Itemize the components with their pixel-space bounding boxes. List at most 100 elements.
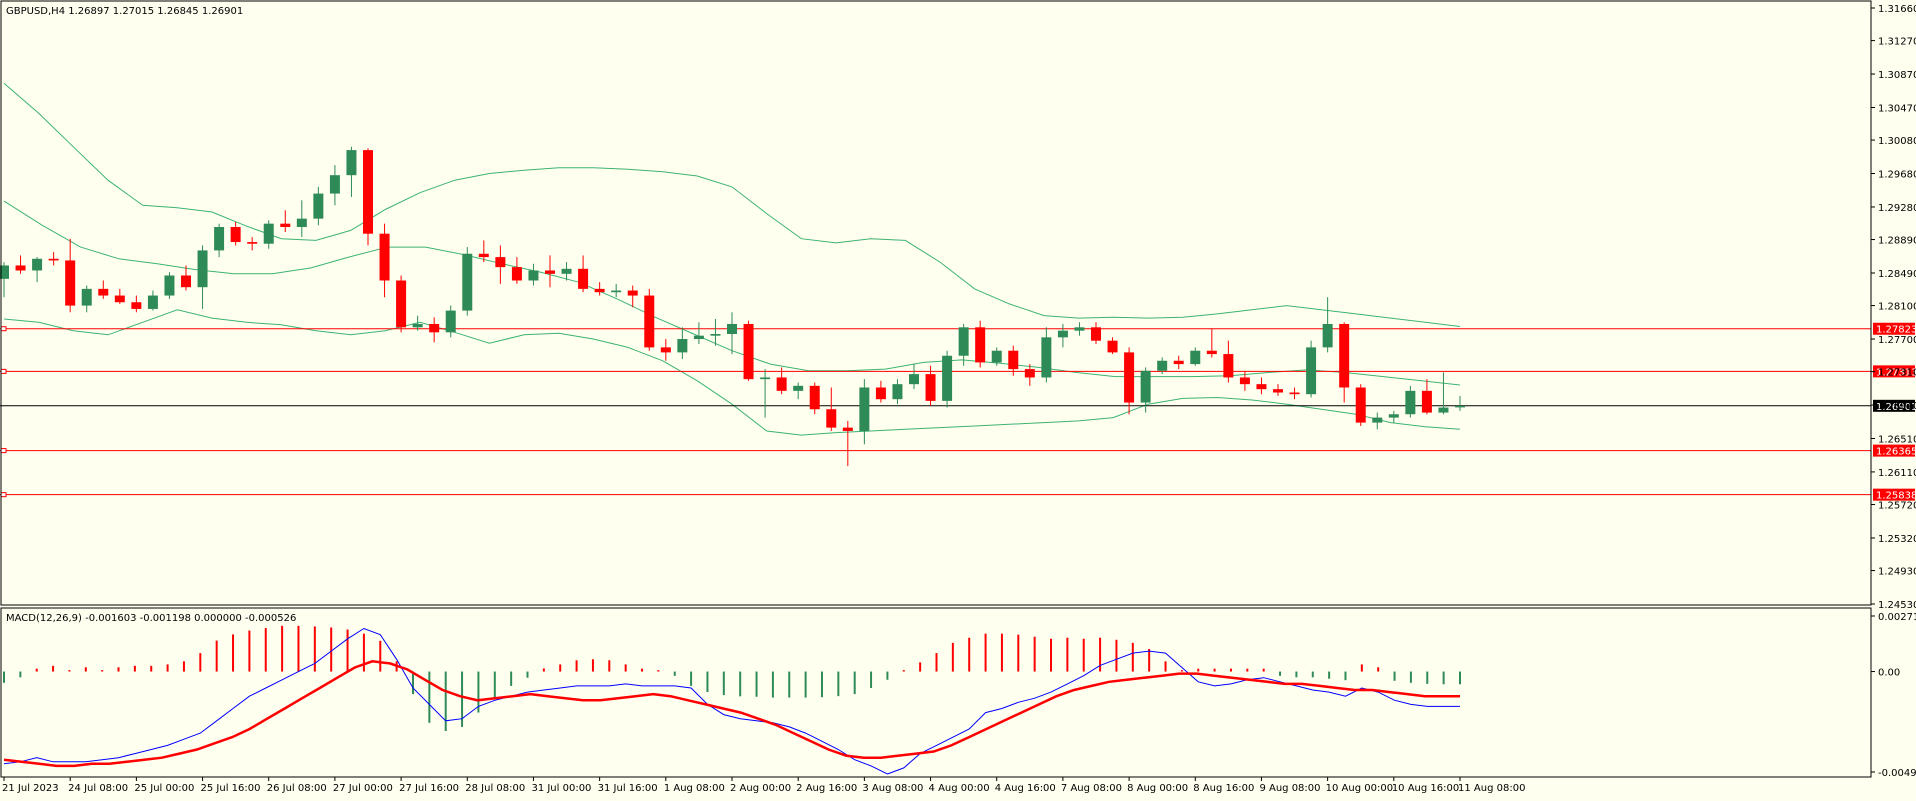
candle[interactable] [793, 382, 804, 400]
candle[interactable] [445, 305, 456, 338]
candle[interactable] [1322, 297, 1333, 353]
candle[interactable] [627, 285, 638, 308]
candle[interactable] [478, 240, 489, 263]
candle[interactable] [164, 272, 175, 299]
candle[interactable] [594, 282, 605, 296]
candle[interactable] [363, 148, 373, 246]
candle[interactable] [1306, 340, 1317, 398]
candle-body [511, 267, 522, 281]
candle-body [1008, 350, 1019, 370]
candle[interactable] [1339, 322, 1350, 403]
candle[interactable] [0, 262, 9, 298]
level-handle[interactable] [0, 326, 7, 332]
candle[interactable] [181, 265, 191, 291]
candle[interactable] [727, 312, 737, 355]
level-handle[interactable] [0, 448, 7, 454]
candle[interactable] [1455, 395, 1465, 411]
candle[interactable] [1173, 355, 1184, 370]
candle[interactable] [1355, 384, 1366, 426]
candle[interactable] [677, 327, 688, 360]
candle[interactable] [147, 290, 158, 311]
candle[interactable] [1124, 347, 1135, 415]
candle[interactable] [1388, 410, 1399, 423]
candle[interactable] [1421, 379, 1432, 415]
candle[interactable] [280, 210, 291, 233]
candle[interactable] [958, 323, 969, 366]
candle[interactable] [743, 320, 754, 381]
candle[interactable] [495, 245, 506, 284]
candle[interactable] [511, 257, 522, 284]
candle[interactable] [545, 255, 555, 288]
candle[interactable] [1206, 328, 1217, 358]
candle[interactable] [1074, 322, 1085, 336]
candle[interactable] [1190, 347, 1201, 366]
candle[interactable] [842, 420, 853, 467]
candle[interactable] [114, 288, 125, 304]
candle[interactable] [859, 379, 870, 445]
candle[interactable] [1091, 322, 1101, 345]
candle[interactable] [296, 200, 307, 238]
candle[interactable] [1289, 387, 1300, 400]
candle[interactable] [98, 280, 109, 299]
candle[interactable] [1008, 345, 1019, 376]
candle[interactable] [1438, 372, 1449, 415]
candle[interactable] [462, 247, 473, 316]
candle[interactable] [1239, 370, 1250, 391]
candle[interactable] [875, 380, 886, 403]
candle[interactable] [1405, 385, 1416, 418]
candle[interactable] [809, 382, 820, 415]
candle[interactable] [15, 255, 26, 274]
candle[interactable] [214, 223, 225, 258]
candle-body [611, 290, 622, 293]
candle[interactable] [1140, 367, 1151, 413]
candle[interactable] [1041, 327, 1052, 383]
candle[interactable] [313, 186, 324, 226]
candle[interactable] [197, 245, 208, 309]
candle[interactable] [263, 220, 274, 249]
candle[interactable] [710, 318, 721, 346]
candle[interactable] [991, 347, 1002, 366]
candle[interactable] [1223, 340, 1234, 383]
candle[interactable] [412, 315, 423, 331]
candle[interactable] [1107, 337, 1118, 355]
candle[interactable] [247, 237, 258, 251]
candle[interactable] [1024, 364, 1035, 386]
price-tick-label: 1.30870 [1878, 70, 1916, 81]
candle[interactable] [611, 283, 622, 298]
time-tick-label: 25 Jul 16:00 [201, 783, 261, 794]
candle[interactable] [909, 364, 919, 390]
candle[interactable] [1372, 412, 1383, 430]
candle[interactable] [329, 165, 340, 206]
candle[interactable] [81, 285, 92, 313]
candle[interactable] [396, 275, 407, 333]
candle[interactable] [1273, 384, 1283, 396]
candle[interactable] [1256, 377, 1267, 395]
candle[interactable] [561, 262, 572, 281]
candle[interactable] [528, 263, 539, 286]
candle[interactable] [644, 288, 655, 351]
level-handle[interactable] [0, 492, 7, 498]
candle[interactable] [892, 379, 903, 405]
candle[interactable] [925, 365, 936, 406]
candle[interactable] [776, 367, 787, 395]
level-handle[interactable] [0, 368, 7, 374]
candle[interactable] [942, 350, 953, 408]
candle[interactable] [826, 387, 837, 431]
candle[interactable] [975, 320, 986, 368]
candle[interactable] [48, 252, 59, 266]
candle[interactable] [230, 221, 241, 246]
symbol-header: GBPUSD,H4 1.26897 1.27015 1.26845 1.2690… [6, 6, 243, 17]
candle[interactable] [346, 146, 357, 197]
candle[interactable] [32, 257, 43, 283]
candle[interactable] [429, 317, 440, 343]
candle[interactable] [1157, 357, 1168, 375]
candle[interactable] [693, 322, 704, 345]
candle[interactable] [760, 369, 771, 418]
candle[interactable] [131, 295, 142, 313]
candle[interactable] [379, 223, 390, 298]
candle[interactable] [578, 255, 589, 293]
candle[interactable] [65, 238, 76, 313]
candle[interactable] [1057, 323, 1068, 348]
candle[interactable] [660, 339, 671, 361]
